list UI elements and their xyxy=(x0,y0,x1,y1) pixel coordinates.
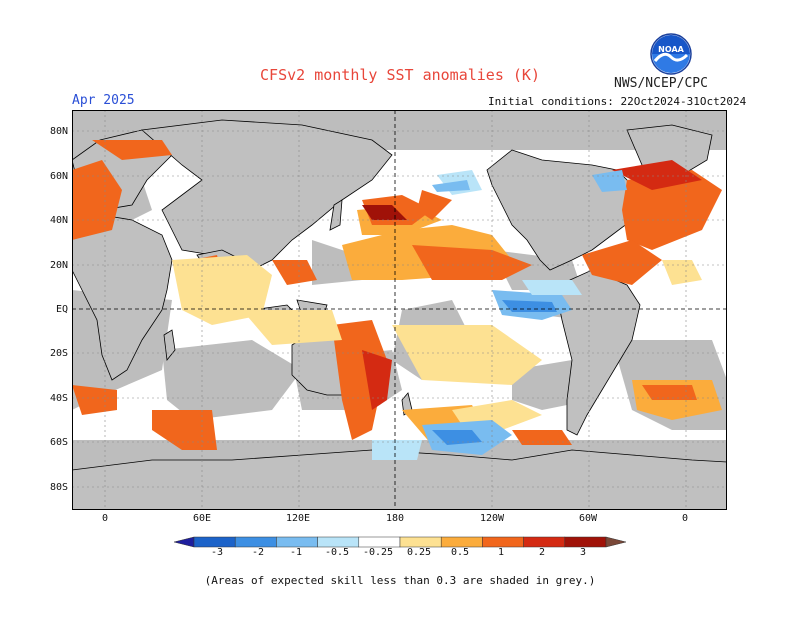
noaa-logo: NOAA xyxy=(650,33,692,75)
lon-label-60e: 60E xyxy=(192,513,212,524)
colorbar-cell xyxy=(399,536,442,548)
colorbar-label-minus-1: -1 xyxy=(289,547,303,558)
lon-label-180: 180 xyxy=(385,513,405,524)
lat-label-60s: 60S xyxy=(49,437,68,448)
initial-conditions: Initial conditions: 22Oct2024-31Oct2024 xyxy=(488,95,747,108)
colorbar-cell xyxy=(193,536,236,548)
footnote: (Areas of expected skill less than 0.3 a… xyxy=(204,574,596,587)
lat-label-60n: 60N xyxy=(49,171,68,182)
colorbar-cell xyxy=(234,536,277,548)
lon-label-0: 0 xyxy=(101,513,109,524)
lat-label-40n: 40N xyxy=(49,215,68,226)
colorbar-label-3: 3 xyxy=(579,547,587,558)
weak-warm-anomalies xyxy=(172,255,702,430)
sst-anomaly-map xyxy=(72,110,727,510)
colorbar-label-minus-0-25: -0.25 xyxy=(362,547,394,558)
agency-label: NWS/NCEP/CPC xyxy=(614,76,708,91)
colorbar-cell xyxy=(523,536,566,548)
warm-anomalies xyxy=(72,140,722,450)
lon-label-120w: 120W xyxy=(479,513,505,524)
colorbar-label-0-25: 0.25 xyxy=(406,547,432,558)
colorbar-cell xyxy=(317,536,360,548)
lat-label-eq: EQ xyxy=(55,304,68,315)
colorbar-cell xyxy=(482,536,524,548)
colorbar-label-minus-3: -3 xyxy=(210,547,224,558)
colorbar-label-minus-2: -2 xyxy=(251,547,265,558)
lon-label-60w: 60W xyxy=(578,513,598,524)
lon-label-120e: 120E xyxy=(285,513,311,524)
colorbar-label-2: 2 xyxy=(538,547,546,558)
logo-text: NOAA xyxy=(658,45,684,54)
colorbar-cell xyxy=(440,536,483,548)
colorbar-label-1: 1 xyxy=(497,547,505,558)
cool-anomalies xyxy=(372,170,627,460)
map-title: CFSv2 monthly SST anomalies (K) xyxy=(260,66,540,84)
colorbar-cell xyxy=(564,536,607,548)
forecast-month: Apr 2025 xyxy=(72,93,135,108)
lat-label-40s: 40S xyxy=(49,393,68,404)
colorbar-label-minus-0-5: -0.5 xyxy=(324,547,350,558)
map-frame xyxy=(72,110,727,510)
colorbar-cell xyxy=(276,536,318,548)
colorbar-extend-high xyxy=(605,536,626,548)
lat-label-20s: 20S xyxy=(49,348,68,359)
lon-label-0-east: 0 xyxy=(681,513,689,524)
gridlines xyxy=(72,110,727,510)
lat-label-80n: 80N xyxy=(49,126,68,137)
colorbar-extend-low xyxy=(174,536,195,548)
lat-label-80s: 80S xyxy=(49,482,68,493)
colorbar xyxy=(174,536,626,548)
lat-label-20n: 20N xyxy=(49,260,68,271)
colorbar-label-0-5: 0.5 xyxy=(450,547,470,558)
colorbar-cell xyxy=(358,536,401,548)
